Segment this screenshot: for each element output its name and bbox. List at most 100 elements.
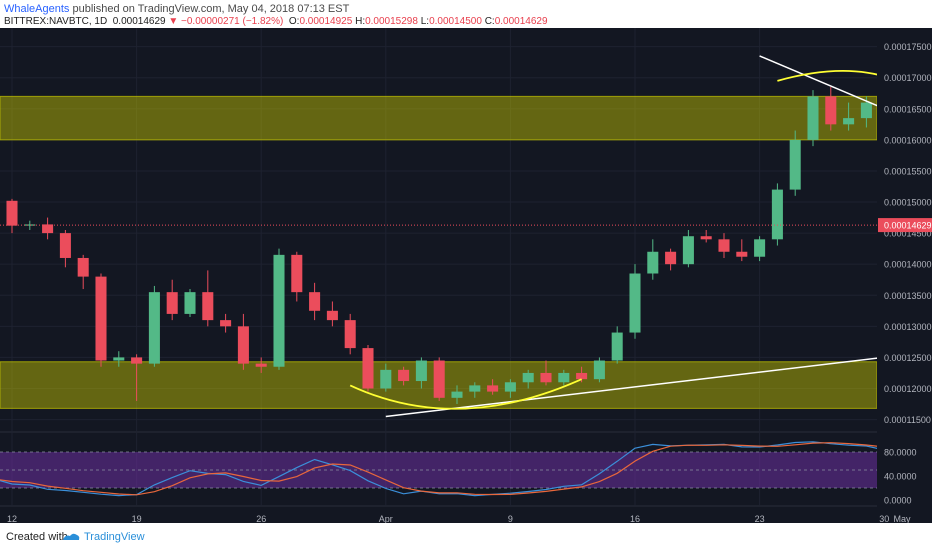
last-price: 0.00014629 — [112, 16, 166, 27]
close-label: C: — [484, 16, 495, 27]
candle-up — [415, 360, 427, 382]
current-price-label: 0.00014629 — [884, 221, 932, 231]
candle-up — [789, 139, 801, 190]
candle-up — [754, 239, 766, 257]
tradingview-brand-link[interactable]: TradingView — [84, 531, 145, 543]
annotations — [0, 55, 932, 418]
candle-down — [6, 200, 18, 226]
candle-up — [504, 382, 516, 392]
falling-trendline — [759, 55, 932, 130]
oscillator-tick-label: 0.0000 — [884, 496, 912, 506]
price-tick-label: 0.00014000 — [884, 260, 932, 270]
candle-up — [807, 96, 819, 140]
price-tick-label: 0.00012000 — [884, 384, 932, 394]
ohlc-line: BITTREX:NAVBTC, 1D 0.00014629 ▼ −0.00000… — [4, 16, 548, 27]
oscillator-tick-label: 40.0000 — [884, 472, 917, 482]
candle-down — [309, 292, 321, 311]
yellow-arc-annotation — [349, 378, 582, 410]
candle-down — [255, 363, 267, 367]
candle-down — [398, 369, 410, 382]
stochastic-k-line — [0, 441, 932, 497]
candle-up — [184, 292, 196, 314]
created-with-label: Created with — [6, 531, 68, 543]
time-tick-label: 23 — [755, 514, 765, 523]
candle-down — [736, 251, 748, 257]
candle-up — [24, 224, 36, 226]
price-tick-label: 0.00016000 — [884, 135, 932, 145]
price-tick-label: 0.00011500 — [884, 415, 931, 425]
candle-up — [469, 385, 481, 392]
candle-down — [42, 224, 54, 234]
candle-down — [540, 372, 552, 383]
current-price-tag — [878, 218, 932, 233]
author-link[interactable]: WhaleAgents — [4, 3, 70, 15]
stochastic-oscillator — [0, 441, 932, 497]
price-chart[interactable]: 0.00017500 0.00017000 0.00016500 0.00016000… — [0, 28, 932, 523]
time-tick-label: 9 — [508, 514, 513, 523]
price-tick-label: 0.00017500 — [884, 42, 932, 52]
rising-trendline — [385, 350, 932, 418]
candle-down — [718, 239, 730, 252]
price-change: ▼ −0.00000271 (−1.82%) — [168, 16, 284, 27]
candle-up — [843, 118, 855, 125]
high-value: 0.00015298 — [365, 16, 418, 27]
open-label: O: — [288, 16, 300, 27]
price-tick-label: 0.00013000 — [884, 322, 932, 332]
low-value: 0.00014500 — [429, 16, 482, 27]
candle-down — [291, 254, 303, 293]
candle-up — [860, 102, 872, 119]
candle-up — [611, 332, 623, 361]
high-label: H: — [355, 16, 366, 27]
close-value: 0.00014629 — [494, 16, 548, 27]
time-tick-label: 30 — [879, 514, 889, 523]
candle-down — [487, 385, 499, 392]
candle-up — [113, 357, 125, 361]
header-bar: WhaleAgents published on TradingView.com… — [0, 0, 932, 28]
candle-down — [59, 233, 71, 258]
candle-up — [522, 372, 534, 383]
open-value: 0.00014925 — [299, 16, 353, 27]
candle-down — [433, 360, 445, 398]
time-tick-label: 16 — [630, 514, 640, 523]
candle-down — [220, 320, 232, 327]
price-tick-label: 0.00013500 — [884, 291, 932, 301]
price-tick-label: 0.00015500 — [884, 166, 932, 176]
candle-down — [77, 257, 89, 277]
candle-down — [576, 372, 588, 380]
tradingview-logo-icon[interactable] — [62, 531, 80, 543]
candle-down — [237, 326, 249, 364]
candle-up — [273, 254, 285, 367]
axes: 0.00017500 0.00017000 0.00016500 0.00016000… — [7, 28, 932, 523]
price-tick-label: 0.00015000 — [884, 198, 932, 208]
price-tick-label: 0.00017000 — [884, 73, 932, 83]
candle-up — [558, 372, 570, 383]
price-tick-label: 0.00012500 — [884, 353, 932, 363]
candle-up — [647, 251, 659, 274]
candle-down — [700, 236, 712, 240]
candle-down — [362, 348, 374, 389]
candle-down — [344, 320, 356, 349]
candle-down — [202, 292, 214, 321]
time-tick-label: 12 — [7, 514, 17, 523]
candle-down — [131, 357, 143, 364]
candle-down — [166, 292, 178, 314]
price-tick-label: 0.00016500 — [884, 104, 932, 114]
candle-up — [593, 360, 605, 380]
candle-up — [629, 273, 641, 333]
candle-down — [95, 276, 107, 361]
price-tick-label: 0.00014500 — [884, 229, 932, 239]
candle-up — [148, 292, 160, 364]
footer-bar: Created with TradingView — [0, 523, 932, 550]
candle-up — [682, 236, 694, 265]
candle-up — [380, 369, 392, 389]
chart-area[interactable]: 0.00017500 0.00017000 0.00016500 0.00016000… — [0, 28, 932, 523]
publish-line: WhaleAgents published on TradingView.com… — [4, 3, 349, 15]
time-tick-label: 19 — [132, 514, 142, 523]
time-tick-label: 26 — [256, 514, 266, 523]
stochastic-d-line — [0, 442, 932, 496]
symbol-label: BITTREX:NAVBTC, 1D — [4, 16, 108, 27]
candle-down — [825, 96, 837, 125]
publish-info: published on TradingView.com, May 04, 20… — [72, 3, 350, 15]
price-zone — [0, 95, 878, 141]
candle-down — [665, 251, 677, 265]
